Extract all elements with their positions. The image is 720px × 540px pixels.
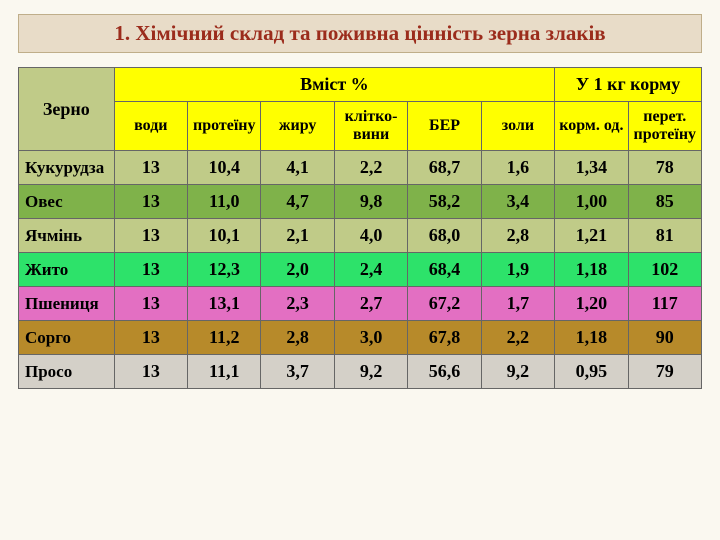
cell: 2,1 <box>261 219 334 253</box>
cell: 0,95 <box>555 355 628 389</box>
col-group-vmist: Вміст % <box>114 68 555 102</box>
cell: 102 <box>628 253 701 287</box>
cell: 1,9 <box>481 253 554 287</box>
cell: 3,4 <box>481 185 554 219</box>
cell: 1,00 <box>555 185 628 219</box>
cell: 68,4 <box>408 253 481 287</box>
cell: 67,8 <box>408 321 481 355</box>
cell: 90 <box>628 321 701 355</box>
cell: 13 <box>114 287 187 321</box>
cell: 11,1 <box>188 355 261 389</box>
table-header-row-2: води протеїну жиру клітко- вини БЕР золи… <box>19 102 702 151</box>
cell: 13 <box>114 321 187 355</box>
cell: 3,0 <box>334 321 407 355</box>
cell: 13 <box>114 151 187 185</box>
cell: 9,2 <box>481 355 554 389</box>
cell: 2,4 <box>334 253 407 287</box>
cell: 79 <box>628 355 701 389</box>
cell: 9,8 <box>334 185 407 219</box>
col-vody: води <box>114 102 187 151</box>
cell: 1,21 <box>555 219 628 253</box>
cell: 78 <box>628 151 701 185</box>
cell: 85 <box>628 185 701 219</box>
row-label: Кукурудза <box>19 151 115 185</box>
cell: 58,2 <box>408 185 481 219</box>
cell: 13 <box>114 355 187 389</box>
col-kormod: корм. од. <box>555 102 628 151</box>
cell: 2,3 <box>261 287 334 321</box>
cell: 2,2 <box>334 151 407 185</box>
cell: 10,1 <box>188 219 261 253</box>
cell: 1,18 <box>555 321 628 355</box>
cell: 1,34 <box>555 151 628 185</box>
cell: 56,6 <box>408 355 481 389</box>
col-protein: протеїну <box>188 102 261 151</box>
cell: 68,0 <box>408 219 481 253</box>
cell: 4,1 <box>261 151 334 185</box>
cell: 2,2 <box>481 321 554 355</box>
table-row: Сорго1311,22,83,067,82,21,1890 <box>19 321 702 355</box>
table-header-row-1: Зерно Вміст % У 1 кг корму <box>19 68 702 102</box>
cell: 1,20 <box>555 287 628 321</box>
cell: 2,0 <box>261 253 334 287</box>
col-zoly: золи <box>481 102 554 151</box>
cell: 2,8 <box>481 219 554 253</box>
cell: 81 <box>628 219 701 253</box>
slide-title: 1. Хімічний склад та поживна цінність зе… <box>18 14 702 53</box>
cell: 13,1 <box>188 287 261 321</box>
cell: 4,7 <box>261 185 334 219</box>
composition-table: Зерно Вміст % У 1 кг корму води протеїну… <box>18 67 702 389</box>
table-row: Овес1311,04,79,858,23,41,0085 <box>19 185 702 219</box>
row-label: Сорго <box>19 321 115 355</box>
cell: 11,2 <box>188 321 261 355</box>
row-label: Жито <box>19 253 115 287</box>
cell: 3,7 <box>261 355 334 389</box>
cell: 10,4 <box>188 151 261 185</box>
cell: 1,18 <box>555 253 628 287</box>
col-zhyru: жиру <box>261 102 334 151</box>
row-label: Овес <box>19 185 115 219</box>
col-peret: перет. протеїну <box>628 102 701 151</box>
cell: 68,7 <box>408 151 481 185</box>
cell: 4,0 <box>334 219 407 253</box>
row-label: Ячмінь <box>19 219 115 253</box>
cell: 9,2 <box>334 355 407 389</box>
table-row: Просо1311,13,79,256,69,20,9579 <box>19 355 702 389</box>
col-group-korm: У 1 кг корму <box>555 68 702 102</box>
table-body: Кукурудза1310,44,12,268,71,61,3478Овес13… <box>19 151 702 389</box>
row-label: Просо <box>19 355 115 389</box>
table-row: Пшениця1313,12,32,767,21,71,20117 <box>19 287 702 321</box>
cell: 13 <box>114 253 187 287</box>
table-row: Жито1312,32,02,468,41,91,18102 <box>19 253 702 287</box>
col-zerno: Зерно <box>19 68 115 151</box>
row-label: Пшениця <box>19 287 115 321</box>
col-ber: БЕР <box>408 102 481 151</box>
cell: 11,0 <box>188 185 261 219</box>
cell: 2,8 <box>261 321 334 355</box>
cell: 13 <box>114 219 187 253</box>
cell: 117 <box>628 287 701 321</box>
cell: 2,7 <box>334 287 407 321</box>
cell: 67,2 <box>408 287 481 321</box>
cell: 1,7 <box>481 287 554 321</box>
cell: 12,3 <box>188 253 261 287</box>
table-row: Кукурудза1310,44,12,268,71,61,3478 <box>19 151 702 185</box>
table-row: Ячмінь1310,12,14,068,02,81,2181 <box>19 219 702 253</box>
cell: 1,6 <box>481 151 554 185</box>
col-klit: клітко- вини <box>334 102 407 151</box>
cell: 13 <box>114 185 187 219</box>
